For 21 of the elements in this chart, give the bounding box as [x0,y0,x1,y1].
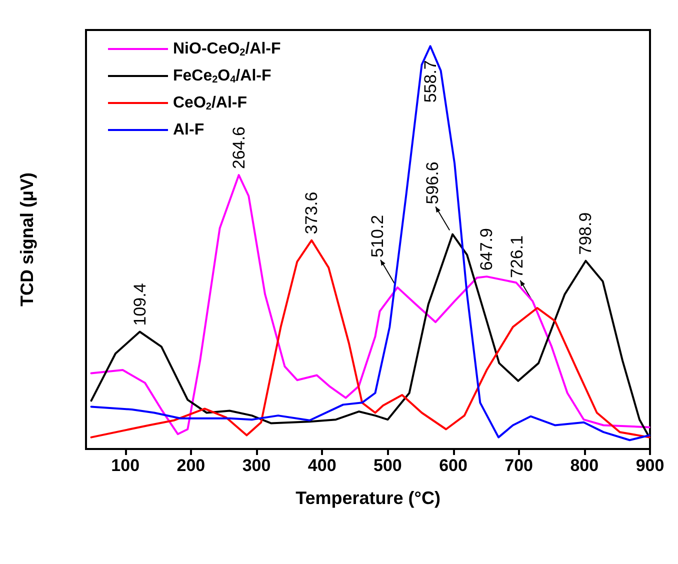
x-tick-label: 400 [308,456,336,475]
x-tick-label: 900 [636,456,664,475]
annotation: 647.9 [477,228,496,271]
annotation: 109.4 [130,283,150,326]
annotation: 264.6 [229,126,248,170]
x-tick-label: 100 [111,456,140,475]
x-tick-label: 200 [176,456,206,475]
annotation: 510.2 [368,214,388,258]
annotation: 373.6 [302,192,322,234]
x-tick-label: 800 [570,456,599,475]
legend-label: Al-F [173,122,204,138]
y-axis-title: TCD signal (μV) [17,172,37,307]
x-tick-label: 300 [242,456,271,475]
annotation: 798.9 [576,212,596,255]
x-axis-title: Temperature (°C) [296,488,440,508]
annotation: 558.7 [420,60,440,103]
x-tick-label: 700 [504,456,534,475]
annotation: 726.1 [508,235,527,278]
annotation: 596.6 [423,162,442,204]
x-tick-label: 500 [373,456,402,475]
x-tick-label: 600 [439,456,468,475]
